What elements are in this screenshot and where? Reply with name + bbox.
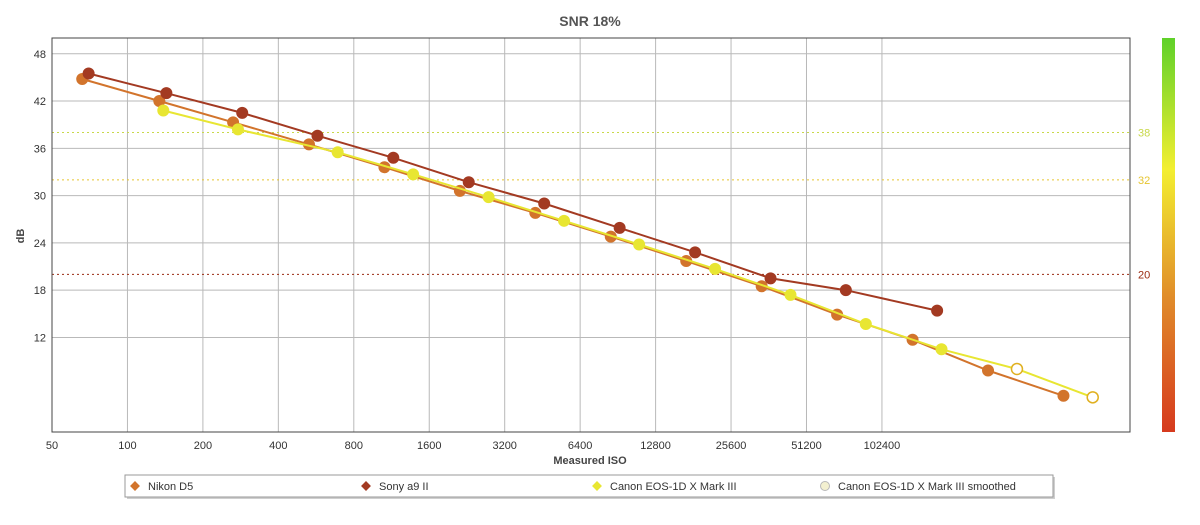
- data-point[interactable]: [764, 272, 777, 285]
- x-tick-label: 1600: [417, 440, 441, 452]
- color-scale-fill: [1162, 38, 1175, 432]
- color-scale-bar: [1162, 38, 1175, 432]
- data-point[interactable]: [407, 168, 420, 181]
- x-tick-label: 25600: [716, 440, 747, 452]
- data-point[interactable]: [538, 197, 551, 210]
- reference-line-label: 20: [1138, 269, 1150, 281]
- y-tick-label: 24: [34, 238, 46, 250]
- data-point[interactable]: [982, 364, 995, 377]
- grid-layer: [51, 38, 1130, 432]
- x-tick-label: 400: [269, 440, 287, 452]
- data-point[interactable]: [160, 87, 173, 100]
- data-point[interactable]: [633, 238, 646, 251]
- reference-line-label: 38: [1138, 128, 1150, 140]
- legend-item[interactable]: Canon EOS-1D X Mark III smoothed: [820, 481, 1016, 493]
- series-sony-a9-ii: [82, 67, 944, 317]
- x-axis-label: Measured ISO: [553, 455, 627, 467]
- legend-item[interactable]: Nikon D5: [130, 481, 193, 493]
- x-tick-label: 100: [118, 440, 136, 452]
- series-canon-eos-1d-x-mark-iii-smoothed: [1010, 362, 1099, 404]
- legend-label: Canon EOS-1D X Mark III smoothed: [838, 481, 1016, 493]
- data-point[interactable]: [709, 262, 722, 275]
- series-layer: [76, 67, 1099, 404]
- legend-box: [124, 474, 1054, 498]
- legend-item[interactable]: Sony a9 II: [361, 481, 429, 493]
- legend-item[interactable]: Canon EOS-1D X Mark III: [592, 481, 737, 493]
- y-axis-label: dB: [15, 229, 27, 244]
- series-line: [163, 109, 942, 351]
- data-point[interactable]: [311, 129, 324, 142]
- legend: Nikon D5 Sony a9 II Canon EOS-1D X Mark II…: [124, 474, 1055, 499]
- data-point[interactable]: [482, 191, 495, 204]
- legend-marker: [361, 481, 371, 491]
- data-point[interactable]: [689, 246, 702, 259]
- legend-label: Sony a9 II: [379, 481, 429, 493]
- y-tick-label: 30: [34, 191, 46, 203]
- series-nikon-d5: [76, 72, 1070, 402]
- legend-label: Nikon D5: [148, 481, 193, 493]
- y-tick-label: 48: [34, 49, 46, 61]
- series-canon-eos-1d-x-mark-iii: [157, 104, 948, 356]
- legend-marker: [592, 481, 602, 491]
- data-point[interactable]: [82, 67, 95, 80]
- x-tick-label: 200: [194, 440, 212, 452]
- data-point[interactable]: [1010, 362, 1024, 376]
- data-point[interactable]: [1086, 391, 1099, 404]
- data-point[interactable]: [462, 176, 475, 189]
- chart-title: SNR 18%: [559, 13, 621, 29]
- data-point[interactable]: [558, 214, 571, 227]
- y-tick-label: 36: [34, 143, 46, 155]
- y-tick-label: 42: [34, 96, 46, 108]
- series-line: [88, 72, 938, 312]
- data-point[interactable]: [784, 288, 797, 301]
- data-point[interactable]: [331, 146, 344, 159]
- x-tick-label: 102400: [864, 440, 901, 452]
- data-point[interactable]: [935, 343, 948, 356]
- data-point[interactable]: [236, 106, 249, 119]
- plot-frame: [51, 37, 1131, 433]
- axes: 50 100 200 400 800 1600 3200 6400 12800 25600 5120…: [34, 37, 1131, 452]
- data-point[interactable]: [1057, 389, 1070, 402]
- data-point[interactable]: [613, 221, 626, 234]
- data-point[interactable]: [839, 284, 852, 297]
- legend-marker: [130, 481, 140, 491]
- data-point[interactable]: [157, 104, 170, 117]
- data-point[interactable]: [231, 123, 244, 136]
- data-point[interactable]: [859, 318, 872, 331]
- data-point[interactable]: [387, 151, 400, 164]
- x-tick-label: 12800: [640, 440, 671, 452]
- x-tick-label: 6400: [568, 440, 592, 452]
- x-tick-label: 51200: [791, 440, 822, 452]
- legend-label: Canon EOS-1D X Mark III: [610, 481, 737, 493]
- x-tick-label: 3200: [492, 440, 516, 452]
- y-tick-label: 18: [34, 285, 46, 297]
- reference-lines: 38 32 20: [52, 128, 1150, 281]
- data-point[interactable]: [931, 304, 944, 317]
- x-tick-label: 800: [345, 440, 363, 452]
- legend-marker: [820, 481, 830, 491]
- x-tick-label: 50: [46, 440, 58, 452]
- y-tick-label: 12: [34, 332, 46, 344]
- reference-line-label: 32: [1138, 175, 1150, 187]
